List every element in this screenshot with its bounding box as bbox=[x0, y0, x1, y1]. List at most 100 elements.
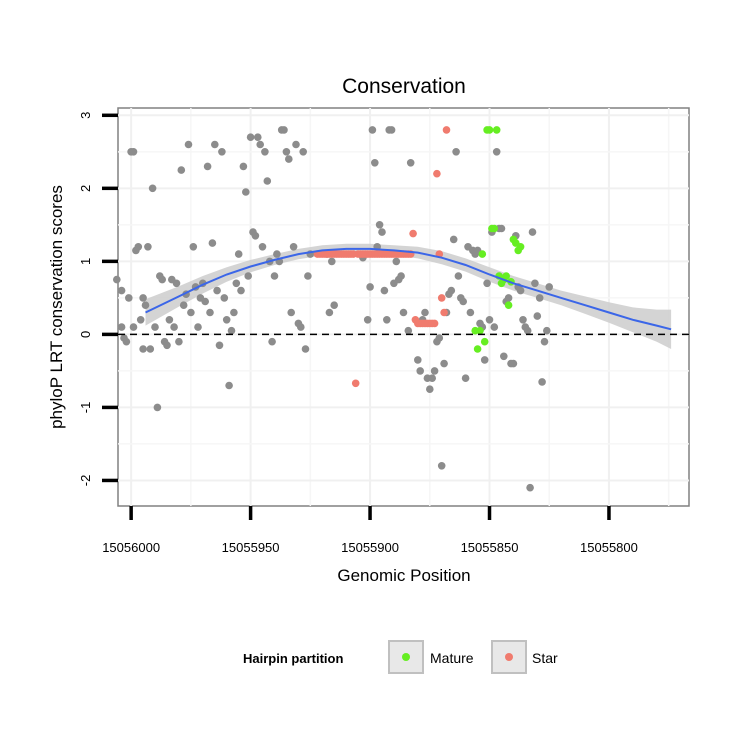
point-other bbox=[220, 294, 229, 302]
point-other bbox=[239, 162, 248, 171]
point-other bbox=[158, 275, 166, 284]
point-other bbox=[485, 316, 494, 324]
point-star bbox=[409, 229, 417, 238]
point-other bbox=[435, 334, 444, 342]
point-other bbox=[380, 286, 389, 295]
point-other bbox=[454, 272, 463, 280]
point-other bbox=[366, 283, 374, 291]
point-mature bbox=[492, 126, 501, 134]
point-other bbox=[540, 337, 549, 346]
grid-lines bbox=[118, 108, 689, 506]
point-other bbox=[299, 148, 308, 156]
point-other bbox=[246, 133, 255, 141]
point-other bbox=[134, 243, 143, 251]
y-tick-label: -2 bbox=[78, 475, 93, 487]
point-star bbox=[440, 308, 448, 317]
point-other bbox=[325, 308, 334, 317]
point-other bbox=[404, 326, 413, 335]
point-mature bbox=[490, 224, 499, 233]
point-other bbox=[297, 323, 305, 331]
point-other bbox=[392, 257, 401, 266]
point-other bbox=[253, 133, 262, 141]
point-other bbox=[117, 323, 126, 331]
point-other bbox=[151, 323, 159, 331]
x-tick-label: 15055900 bbox=[341, 540, 399, 555]
point-star bbox=[430, 319, 439, 328]
point-other bbox=[225, 381, 233, 390]
point-other bbox=[375, 221, 384, 229]
point-other bbox=[170, 323, 178, 331]
legend-dot-mature bbox=[402, 653, 410, 661]
point-other bbox=[244, 272, 252, 280]
point-other bbox=[287, 308, 296, 317]
point-star bbox=[437, 294, 446, 302]
point-other bbox=[194, 323, 202, 331]
x-axis-title: Genomic Position bbox=[337, 566, 470, 585]
point-other bbox=[397, 272, 405, 280]
point-other bbox=[492, 148, 501, 156]
point-other bbox=[461, 374, 470, 383]
point-other bbox=[426, 385, 434, 394]
legend-key-star bbox=[491, 640, 527, 674]
point-other bbox=[483, 279, 491, 288]
point-other bbox=[144, 243, 152, 251]
point-other bbox=[227, 326, 236, 335]
point-other bbox=[141, 301, 150, 310]
point-other bbox=[113, 275, 121, 284]
point-other bbox=[206, 308, 214, 317]
point-mature bbox=[502, 272, 511, 280]
point-other bbox=[466, 308, 475, 317]
point-other bbox=[187, 308, 195, 317]
point-other bbox=[421, 308, 429, 317]
point-other bbox=[416, 367, 425, 375]
point-other bbox=[146, 345, 155, 353]
point-mature bbox=[516, 243, 525, 251]
point-other bbox=[237, 286, 245, 295]
y-tick-label: -1 bbox=[78, 402, 93, 414]
point-other bbox=[452, 148, 460, 156]
point-other bbox=[179, 301, 188, 310]
point-other bbox=[289, 243, 298, 251]
point-other bbox=[304, 272, 312, 280]
point-other bbox=[263, 177, 272, 185]
point-other bbox=[301, 345, 310, 353]
point-other bbox=[538, 378, 546, 386]
point-other bbox=[440, 359, 448, 368]
point-other bbox=[531, 279, 539, 288]
point-other bbox=[545, 283, 553, 291]
legend: Hairpin partition Mature Star bbox=[243, 640, 558, 674]
point-other bbox=[208, 239, 217, 247]
point-other bbox=[234, 250, 243, 258]
y-tick-label: 2 bbox=[78, 185, 93, 192]
x-tick-label: 15056000 bbox=[102, 540, 160, 555]
point-other bbox=[215, 341, 224, 350]
point-other bbox=[256, 140, 265, 149]
point-other bbox=[165, 316, 174, 324]
point-other bbox=[125, 294, 133, 302]
point-other bbox=[177, 166, 186, 174]
point-other bbox=[459, 297, 468, 306]
point-other bbox=[509, 359, 518, 368]
point-mature bbox=[476, 326, 484, 335]
point-other bbox=[230, 308, 238, 317]
points-layer bbox=[113, 126, 553, 492]
point-other bbox=[437, 462, 446, 470]
point-other bbox=[189, 243, 198, 251]
point-other bbox=[129, 323, 138, 331]
chart-title: Conservation bbox=[342, 75, 466, 98]
smooth-line-layer bbox=[118, 247, 689, 336]
point-other bbox=[526, 483, 534, 492]
point-other bbox=[117, 286, 126, 295]
point-other bbox=[213, 286, 221, 295]
point-other bbox=[201, 297, 209, 306]
point-other bbox=[242, 188, 250, 196]
point-other bbox=[285, 155, 293, 163]
point-other bbox=[251, 232, 260, 240]
legend-title: Hairpin partition bbox=[243, 651, 343, 666]
point-other bbox=[218, 148, 226, 156]
point-other bbox=[330, 301, 339, 310]
point-other bbox=[203, 162, 212, 171]
point-other bbox=[399, 308, 408, 317]
point-other bbox=[328, 257, 336, 266]
